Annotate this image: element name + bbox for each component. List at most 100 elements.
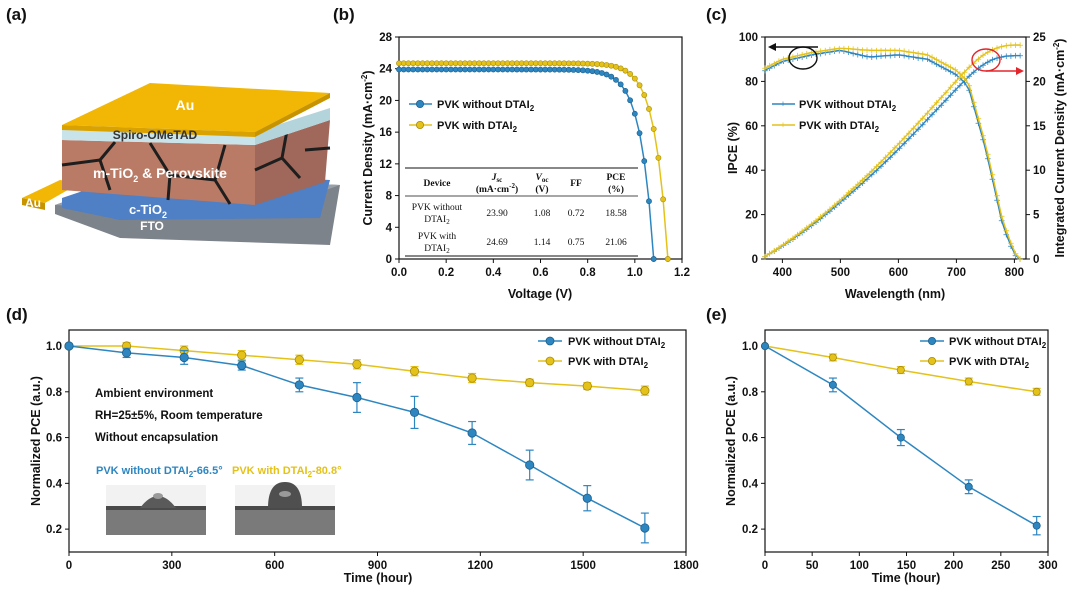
jv-point-without	[636, 130, 643, 137]
ipce-point-with: +	[965, 82, 973, 92]
ipce-point-with: +	[998, 212, 1006, 222]
y-tick-label-b: 24	[379, 64, 392, 76]
x-tick-label-d: 900	[368, 560, 387, 572]
jv-chart: (b) 0.0 0.2 0.4 0.6 0.8 1.0 1.2 0 4 8 12 16 20 24 28 V…	[333, 5, 690, 301]
jint-point-with: +	[933, 99, 941, 109]
jv-point-without	[622, 87, 629, 94]
y-tick-label-b: 28	[379, 32, 392, 44]
table-header-voc: Voc	[536, 173, 549, 184]
jint-point-without: +	[956, 81, 964, 91]
ipce-point-without: +	[835, 46, 843, 56]
ipce-point-with: +	[840, 44, 848, 54]
jv-point-with	[641, 92, 648, 98]
ipce-point-without: +	[803, 52, 811, 62]
table-header-device: Device	[424, 179, 451, 189]
ipce-point-without: +	[808, 51, 816, 61]
jint-point-without: +	[808, 221, 816, 231]
stability-point-with	[467, 373, 477, 383]
ipce-point-without: +	[896, 51, 904, 61]
ipce-point-without: +	[989, 175, 997, 185]
jint-point-without: +	[868, 171, 876, 181]
ipce-point-with: +	[947, 63, 955, 73]
stability-point-with	[1032, 387, 1041, 396]
jint-point-without: +	[854, 183, 862, 193]
jint-point-with: +	[965, 63, 973, 73]
jv-point-with	[655, 154, 662, 161]
jv-point-with	[650, 126, 657, 132]
ipce-point-without: +	[938, 63, 946, 73]
table-cell-voc: 1.08	[534, 209, 551, 219]
jint-point-without: +	[887, 153, 895, 163]
ipce-point-without: +	[863, 52, 871, 62]
ipce-chart: (c) 400 500 600 700 800 0 20 40 60 80 100 0 5 10 15 20 2…	[706, 5, 1067, 301]
stability-point-without	[179, 352, 189, 363]
parameters-table: Device Jsc (mA·cm-2) Voc (V) FF PCE (%) …	[405, 167, 638, 257]
device-schematic: (a) Au Spiro-OMeTAD	[6, 5, 340, 245]
ipce-point-with: +	[803, 50, 811, 60]
x-tick-label-e: 200	[944, 560, 963, 572]
ipce-point-without: +	[970, 103, 978, 113]
y-tick-label-c: 0	[752, 254, 758, 266]
ipce-point-without: +	[928, 58, 936, 68]
ipce-point-without: +	[891, 51, 899, 61]
y-axis-label-d: Normalized PCE (a.u.)	[29, 376, 43, 506]
y-tick-label-d: 0.2	[46, 524, 62, 536]
y-tick-label-b: 20	[379, 95, 392, 107]
jint-point-with: +	[919, 114, 927, 124]
x-tick-label-b: 0.4	[485, 267, 502, 279]
ipce-point-with: +	[924, 51, 932, 61]
ipce-point-with: +	[891, 46, 899, 56]
ipce-point-with: +	[780, 55, 788, 65]
stability-point-without	[964, 482, 973, 491]
stability-point-with	[964, 377, 973, 386]
y-tick-label-e: 1.0	[742, 341, 758, 353]
ipce-point-without: +	[882, 52, 890, 62]
jint-point-without: +	[924, 115, 932, 125]
jint-point-with: +	[1012, 41, 1020, 51]
jint-point-without: +	[845, 191, 853, 201]
stability-point-with	[294, 355, 304, 365]
jv-point-with	[627, 71, 634, 77]
jv-point-without	[627, 97, 634, 104]
x-axis-label-d: Time (hour)	[344, 571, 413, 585]
ipce-point-without: +	[993, 196, 1001, 206]
x-tick-label-c: 500	[831, 267, 850, 279]
jint-point-with: +	[979, 51, 987, 61]
ipce-point-with: +	[970, 98, 978, 108]
jint-point-with: +	[863, 171, 871, 181]
ipce-point-without: +	[1003, 230, 1011, 240]
stability-point-with	[352, 359, 362, 369]
ipce-point-without: +	[873, 52, 881, 62]
ipce-point-without: +	[780, 57, 788, 67]
y-tick-label-c: 40	[745, 165, 758, 177]
stability-point-with	[582, 381, 592, 391]
jint-point-with: +	[845, 189, 853, 199]
jint-point-with: +	[854, 180, 862, 190]
stability-point-without	[525, 460, 535, 470]
table-cell-ff: 0.75	[568, 238, 585, 248]
jint-point-without: +	[896, 144, 904, 154]
contact-angle-label-without: PVK without DTAI2-66.5°	[96, 465, 223, 479]
jint-point-without: +	[900, 139, 908, 149]
jv-point-with	[584, 60, 591, 67]
ipce-point-without: +	[794, 54, 802, 64]
stability-point-without	[896, 433, 905, 442]
stability-point-without	[582, 493, 592, 503]
panel-label-c: (c)	[706, 5, 727, 24]
jint-point-with: +	[1003, 42, 1011, 52]
x-tick-label-b: 0.0	[391, 267, 407, 279]
jint-point-with: +	[826, 205, 834, 215]
ipce-point-without: +	[771, 62, 779, 72]
jint-point-with: +	[961, 68, 969, 78]
jint-point-without: +	[761, 252, 769, 262]
jint-point-without: +	[1003, 52, 1011, 62]
x-tick-label-b: 0.8	[580, 267, 597, 279]
ipce-point-without: +	[887, 51, 895, 61]
y-tick-label-d: 0.6	[46, 433, 62, 445]
legend-b: PVK without DTAI2 PVK with DTAI2	[409, 99, 535, 134]
table-cell-voc: 1.14	[534, 238, 551, 248]
y-tick-label-d: 0.8	[46, 387, 63, 399]
ipce-point-with: +	[849, 45, 857, 55]
ipce-point-with: +	[1016, 255, 1024, 265]
jint-point-with: +	[1016, 41, 1024, 51]
